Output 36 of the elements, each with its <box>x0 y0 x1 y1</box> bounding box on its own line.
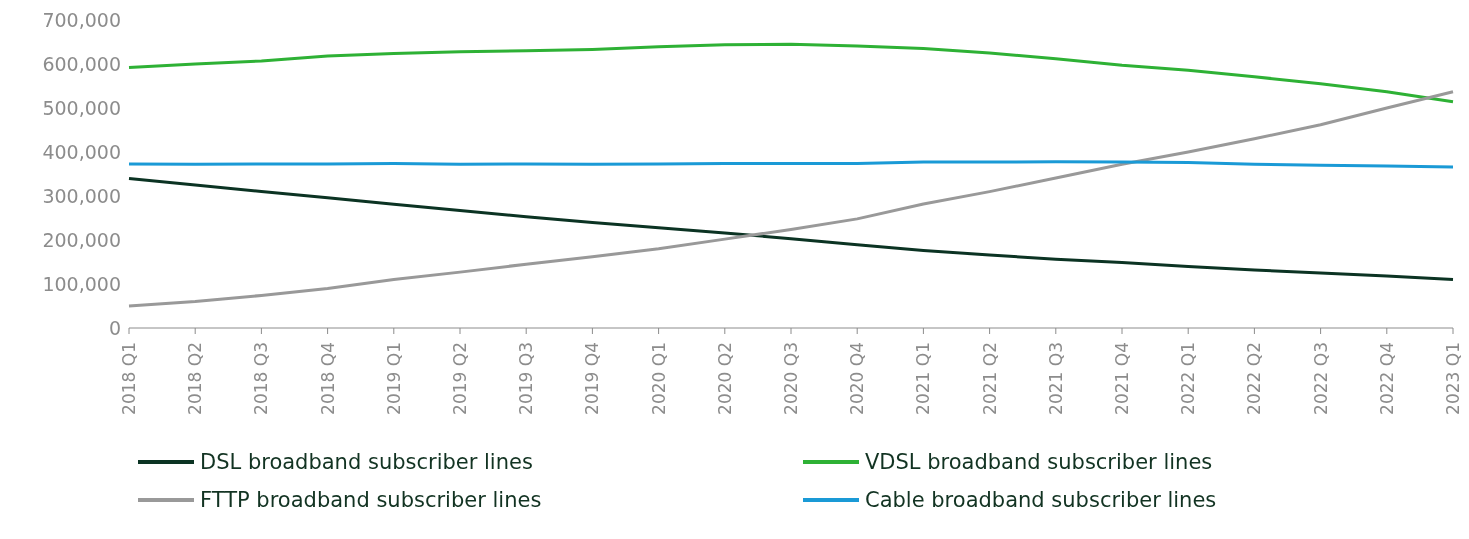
x-tick-label: 2018 Q4 <box>317 342 338 415</box>
x-tick-label: 2021 Q1 <box>913 342 934 415</box>
x-tick-label: 2019 Q3 <box>516 342 537 415</box>
y-tick-label: 400,000 <box>42 140 121 163</box>
x-tick-label: 2020 Q4 <box>847 342 868 415</box>
y-tick-label: 200,000 <box>42 228 121 251</box>
x-tick-label: 2020 Q3 <box>781 342 801 415</box>
x-tick-label: 2018 Q1 <box>119 342 139 415</box>
x-tick-label: 2023 Q1 <box>1443 342 1463 415</box>
legend-label: FTTP broadband subscriber lines <box>200 488 542 512</box>
y-tick-label: 700,000 <box>42 8 121 31</box>
x-tick-label: 2019 Q1 <box>383 342 404 415</box>
y-tick-label: 100,000 <box>42 272 121 295</box>
x-tick-label: 2020 Q1 <box>648 342 669 415</box>
legend-label: Cable broadband subscriber lines <box>865 488 1217 512</box>
x-tick-label: 2021 Q4 <box>1112 342 1132 415</box>
x-tick-label: 2020 Q2 <box>714 342 735 415</box>
y-tick-label: 500,000 <box>42 96 121 119</box>
x-tick-label: 2021 Q2 <box>979 342 1000 415</box>
line-series <box>127 176 1455 282</box>
x-tick-label: 2019 Q2 <box>450 342 470 415</box>
x-tick-label: 2022 Q4 <box>1376 342 1397 415</box>
legend-label: VDSL broadband subscriber lines <box>865 450 1213 474</box>
x-tick-label: 2022 Q2 <box>1244 342 1265 415</box>
x-tick-label: 2018 Q2 <box>185 342 206 415</box>
x-tick-label: 2021 Q3 <box>1045 342 1066 415</box>
y-tick-label: 0 <box>108 316 121 339</box>
x-tick-label: 2018 Q3 <box>251 342 272 415</box>
x-tick-label: 2022 Q1 <box>1178 342 1199 415</box>
legend-label: DSL broadband subscriber lines <box>200 450 533 474</box>
y-tick-label: 600,000 <box>42 52 121 75</box>
line-series <box>127 42 1455 104</box>
line-series <box>127 90 1455 308</box>
x-tick-label: 2022 Q3 <box>1310 342 1331 415</box>
x-tick-label: 2019 Q4 <box>582 342 603 415</box>
y-tick-label: 300,000 <box>42 184 121 207</box>
